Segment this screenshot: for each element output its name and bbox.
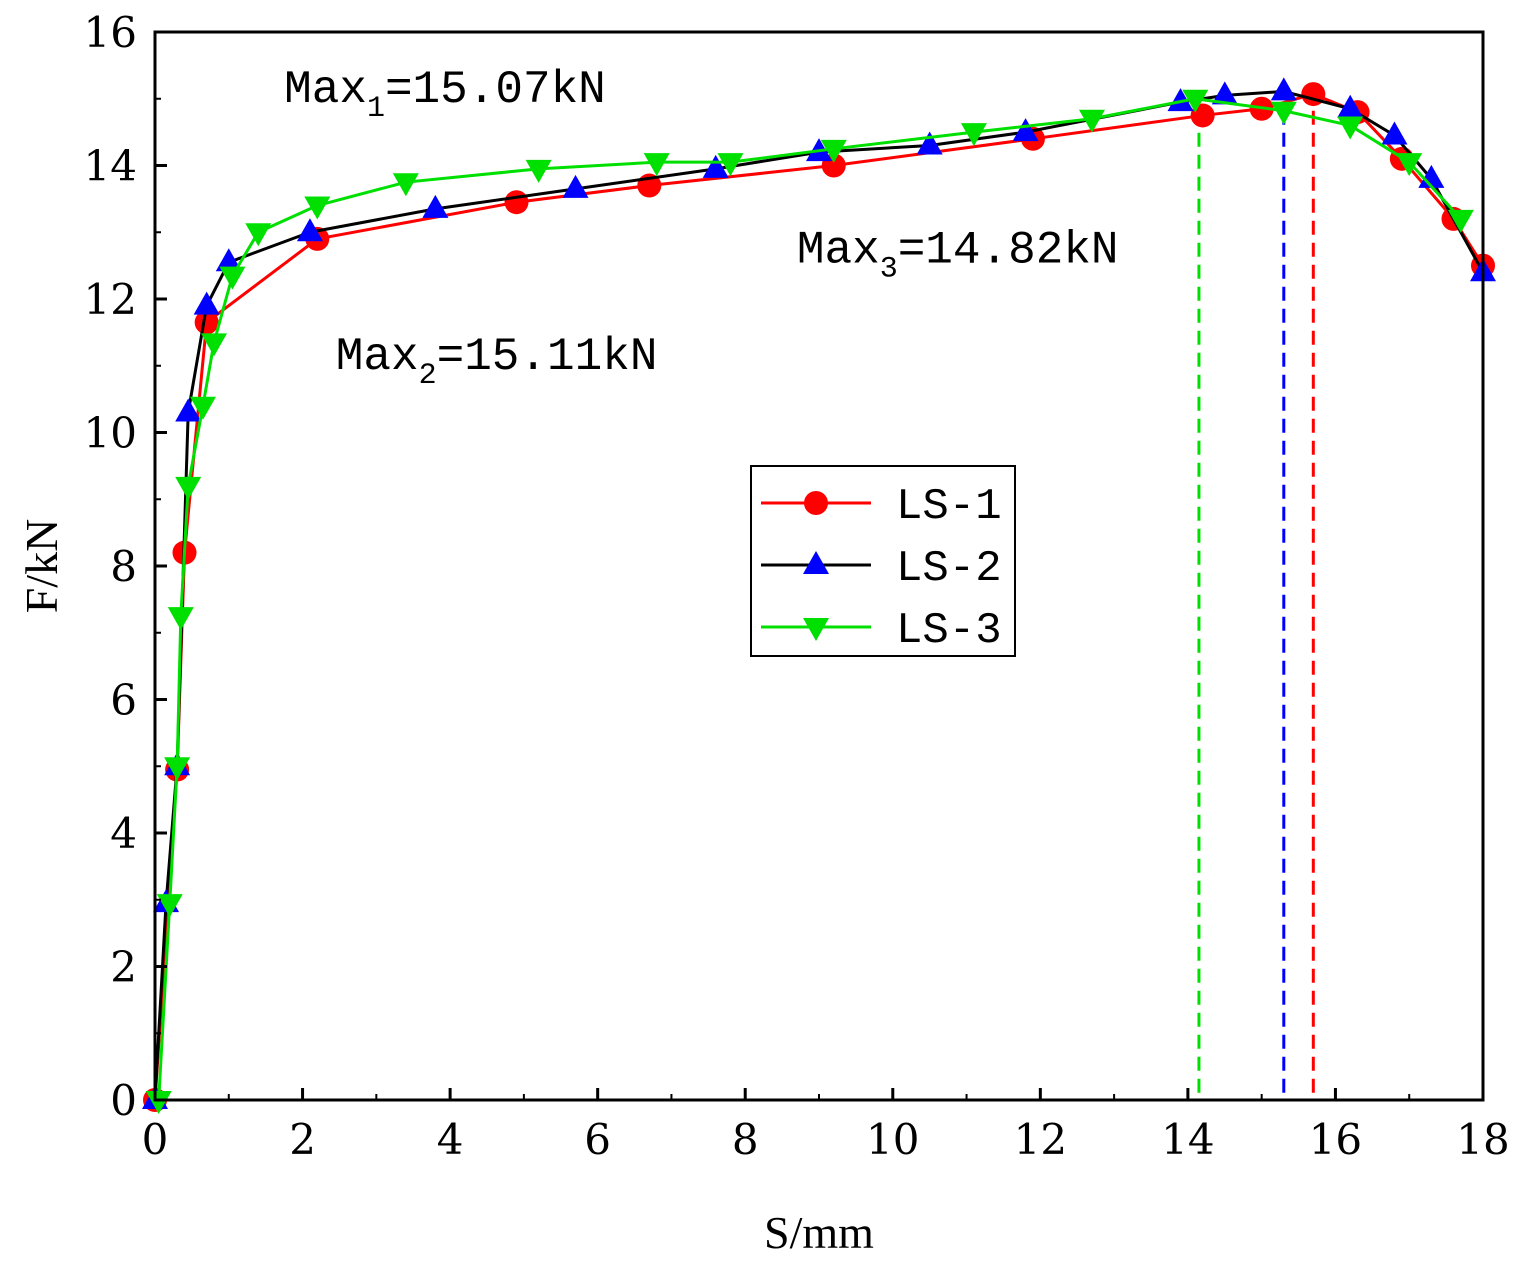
y-tick-label: 10 (84, 409, 137, 458)
data-point-ls-3 (820, 139, 847, 163)
data-point-ls-2 (296, 218, 323, 242)
legend-marker (803, 551, 829, 574)
data-point-ls-2 (1381, 121, 1408, 145)
y-axis-title: F/kN (16, 519, 67, 614)
data-point-ls-2 (1167, 88, 1194, 112)
data-point-ls-2 (702, 154, 729, 178)
y-tick-label: 6 (110, 676, 137, 725)
data-point-ls-3 (1078, 109, 1105, 133)
series-line-ls-3 (157, 97, 1462, 1101)
data-point-ls-2 (1418, 164, 1445, 188)
data-point-ls-3 (960, 123, 987, 147)
legend-item-ls-3: LS-3 (761, 606, 1002, 656)
data-point-ls-3 (1182, 89, 1209, 113)
legend-items: LS-1 LS-2 LS-3 (761, 482, 1002, 656)
data-point-ls-2 (562, 174, 589, 198)
annotation-value: =15.07kN (385, 64, 606, 116)
y-tick-label: 12 (84, 275, 137, 324)
data-point-ls-3 (1270, 101, 1297, 125)
data-point-ls-3 (304, 196, 331, 220)
x-tick-label: 10 (866, 1115, 919, 1164)
x-tick-label: 16 (1309, 1115, 1362, 1164)
y-tick-label: 16 (84, 8, 137, 57)
max-annotation-3: Max3=14.82kN (797, 224, 1119, 286)
data-point-ls-1 (504, 190, 529, 215)
data-point-ls-2 (1211, 81, 1238, 105)
x-tick-label: 4 (437, 1115, 464, 1164)
data-point-ls-3 (175, 476, 202, 500)
x-tick-label: 8 (732, 1115, 759, 1164)
annotation-value: =14.82kN (898, 224, 1119, 276)
y-tick-label: 2 (110, 943, 137, 992)
x-axis-title: S/mm (764, 1207, 874, 1258)
data-point-ls-3 (219, 266, 246, 290)
data-point-ls-3 (167, 607, 194, 631)
annotation-main: Max (797, 224, 880, 276)
annotation-main: Max (284, 64, 367, 116)
legend: LS-1 LS-2 LS-3 (750, 465, 1016, 657)
series-ls-3 (145, 89, 1474, 1114)
max-annotation-1: Max1=15.07kN (284, 64, 606, 126)
legend-box (750, 465, 1016, 657)
y-tick-label: 14 (84, 142, 137, 191)
data-point-ls-3 (1337, 116, 1364, 140)
y-tick-label: 4 (110, 809, 137, 858)
data-point-ls-3 (189, 396, 216, 420)
legend-item-ls-1: LS-1 (761, 482, 1002, 532)
legend-item-ls-2: LS-2 (761, 544, 1002, 594)
data-point-ls-3 (156, 894, 183, 918)
x-tick-label: 12 (1014, 1115, 1067, 1164)
data-point-ls-3 (717, 153, 744, 177)
data-point-ls-2 (916, 131, 943, 155)
data-point-ls-2 (193, 291, 220, 315)
data-point-ls-2 (422, 194, 449, 218)
data-point-ls-3 (643, 153, 670, 177)
legend-label: LS-3 (896, 606, 1002, 656)
series-line-ls-2 (153, 89, 1485, 1101)
y-tick-label: 0 (110, 1076, 137, 1125)
legend-marker (804, 491, 828, 515)
annotation-value: =15.11kN (437, 331, 658, 383)
x-tick-label: 0 (142, 1115, 169, 1164)
data-point-ls-2 (1012, 118, 1039, 142)
data-point-ls-3 (245, 223, 272, 247)
data-point-ls-2 (175, 398, 202, 422)
data-point-ls-3 (201, 333, 228, 357)
max-annotation-2: Max2=15.11kN (336, 331, 658, 393)
data-point-ls-3 (164, 757, 191, 781)
annotation-subscript: 2 (419, 359, 437, 393)
x-tick-label: 6 (584, 1115, 611, 1164)
x-tick-label: 18 (1456, 1115, 1509, 1164)
legend-label: LS-2 (896, 544, 1002, 594)
data-point-ls-2 (1270, 77, 1297, 101)
legend-marker (803, 618, 829, 641)
annotation-subscript: 3 (880, 252, 898, 286)
data-point-ls-3 (392, 173, 419, 197)
data-point-ls-2 (1337, 94, 1364, 118)
data-point-ls-3 (1447, 209, 1474, 233)
data-point-ls-3 (1396, 153, 1423, 177)
data-point-ls-2 (215, 248, 242, 272)
annotation-main: Max (336, 331, 419, 383)
data-point-ls-3 (145, 1091, 172, 1114)
x-tick-label: 2 (289, 1115, 316, 1164)
y-tick-label: 8 (110, 542, 137, 591)
data-point-ls-3 (525, 159, 552, 183)
data-point-ls-1 (194, 310, 219, 335)
x-tick-label: 14 (1161, 1115, 1214, 1164)
series-layer (142, 77, 1496, 1114)
legend-label: LS-1 (896, 482, 1002, 532)
reference-lines (1197, 110, 1315, 1100)
annotation-subscript: 1 (367, 92, 385, 126)
